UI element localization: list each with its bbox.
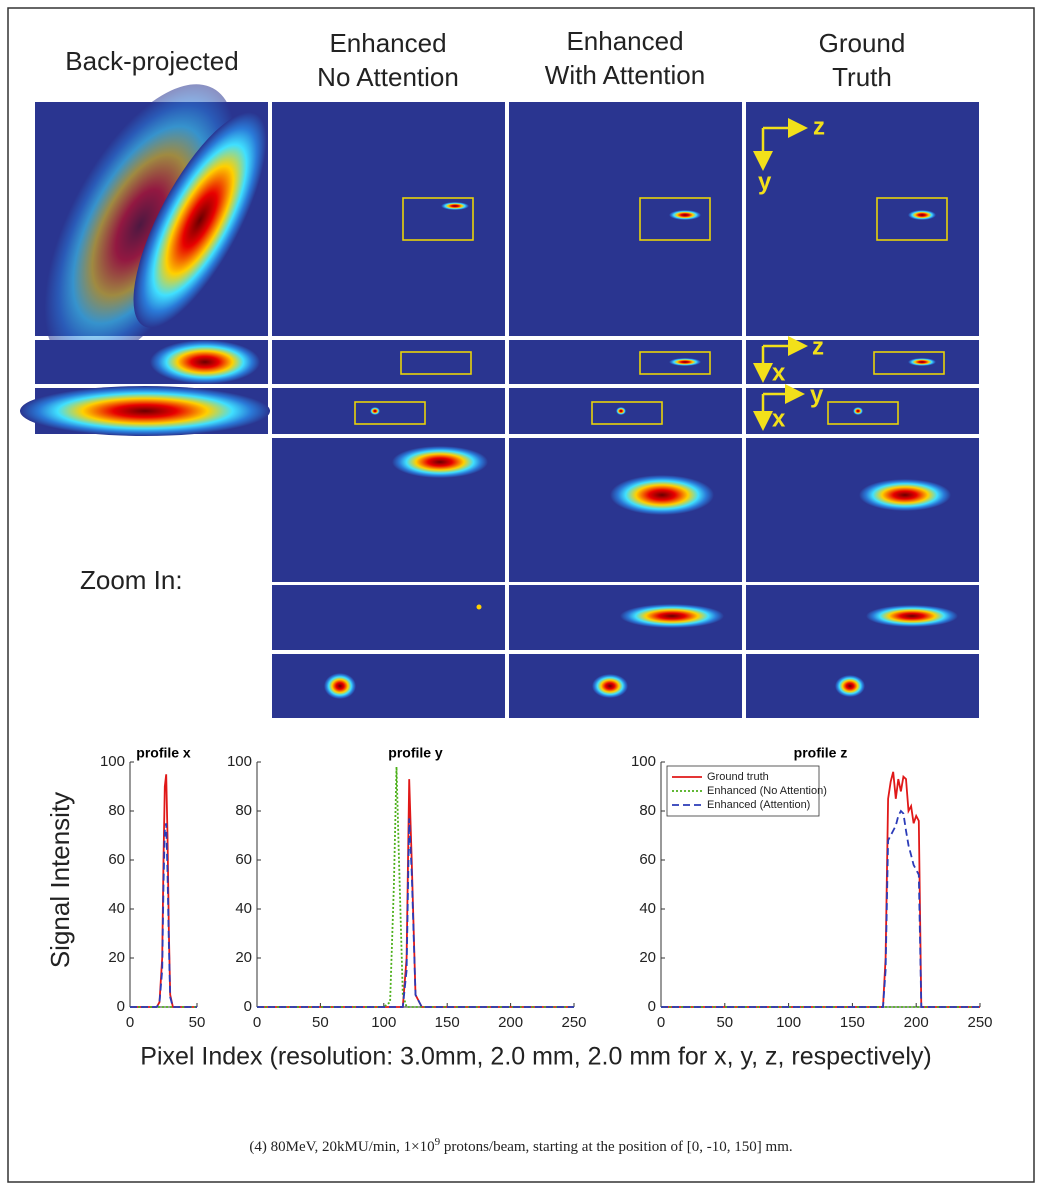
series-line	[661, 809, 980, 1008]
column-header: Enhanced	[566, 26, 683, 56]
caption-text: (4) 80MeV, 20kMU/min, 1×10	[249, 1139, 434, 1155]
y-tick-label: 0	[648, 998, 656, 1015]
x-tick-label: 250	[561, 1014, 586, 1031]
series-line	[130, 823, 197, 1008]
y-tick-label: 40	[108, 900, 125, 917]
chart-title: profile y	[388, 745, 443, 761]
frame	[7, 7, 1035, 1183]
y-axis-label: Signal Intensity	[45, 792, 75, 968]
column-headers: Back-projected Enhanced No Attention Enh…	[65, 26, 905, 92]
x-tick-label: 100	[776, 1014, 801, 1031]
y-tick-label: 20	[108, 949, 125, 966]
axis-annotation: z	[812, 333, 824, 360]
x-tick-label: 100	[371, 1014, 396, 1031]
legend-label: Ground truth	[707, 771, 769, 783]
axis-annotation: x	[772, 359, 786, 386]
caption: (4) 80MeV, 20kMU/min, 1×109 protons/beam…	[249, 1136, 792, 1156]
x-tick-label: 250	[967, 1014, 992, 1031]
x-tick-label: 200	[498, 1014, 523, 1031]
x-tick-label: 50	[716, 1014, 733, 1031]
caption-exponent: 9	[435, 1136, 441, 1148]
column-header: Ground	[819, 28, 906, 58]
x-tick-label: 0	[657, 1014, 665, 1031]
y-tick-label: 100	[631, 753, 656, 770]
legend-label: Enhanced (Attention)	[707, 799, 810, 811]
x-tick-label: 0	[253, 1014, 261, 1031]
column-header: Truth	[832, 62, 892, 92]
x-axis-label: Pixel Index (resolution: 3.0mm, 2.0 mm, …	[140, 1043, 931, 1071]
y-tick-label: 80	[235, 802, 252, 819]
x-tick-label: 150	[435, 1014, 460, 1031]
column-header: Enhanced	[329, 28, 446, 58]
column-header: No Attention	[317, 62, 459, 92]
axis-annotation: x	[772, 405, 786, 432]
y-tick-label: 40	[639, 900, 656, 917]
y-tick-label: 20	[639, 949, 656, 966]
y-tick-label: 60	[639, 851, 656, 868]
y-tick-label: 60	[108, 851, 125, 868]
y-tick-label: 40	[235, 900, 252, 917]
legend-label: Enhanced (No Attention)	[707, 785, 827, 797]
x-tick-label: 50	[189, 1014, 206, 1031]
caption-text: protons/beam, starting at the position o…	[440, 1139, 792, 1155]
column-header: With Attention	[545, 60, 705, 90]
panels	[20, 84, 979, 718]
x-tick-label: 150	[840, 1014, 865, 1031]
chart-title: profile x	[136, 745, 191, 761]
y-tick-label: 100	[100, 753, 125, 770]
y-tick-label: 60	[235, 851, 252, 868]
y-tick-label: 100	[227, 753, 252, 770]
zoom-label: Zoom In:	[80, 565, 183, 595]
axis-annotation: y	[810, 381, 824, 408]
y-tick-label: 80	[639, 802, 656, 819]
chart-title: profile z	[794, 745, 848, 761]
y-tick-label: 0	[117, 998, 125, 1015]
column-header: Back-projected	[65, 46, 238, 76]
x-tick-label: 0	[126, 1014, 134, 1031]
axis-annotation: y	[758, 168, 772, 195]
y-tick-label: 80	[108, 802, 125, 819]
x-tick-label: 50	[312, 1014, 329, 1031]
x-tick-label: 200	[904, 1014, 929, 1031]
axis-annotation: z	[813, 113, 825, 140]
y-tick-label: 20	[235, 949, 252, 966]
series-line	[257, 818, 574, 1008]
y-tick-label: 0	[244, 998, 252, 1015]
